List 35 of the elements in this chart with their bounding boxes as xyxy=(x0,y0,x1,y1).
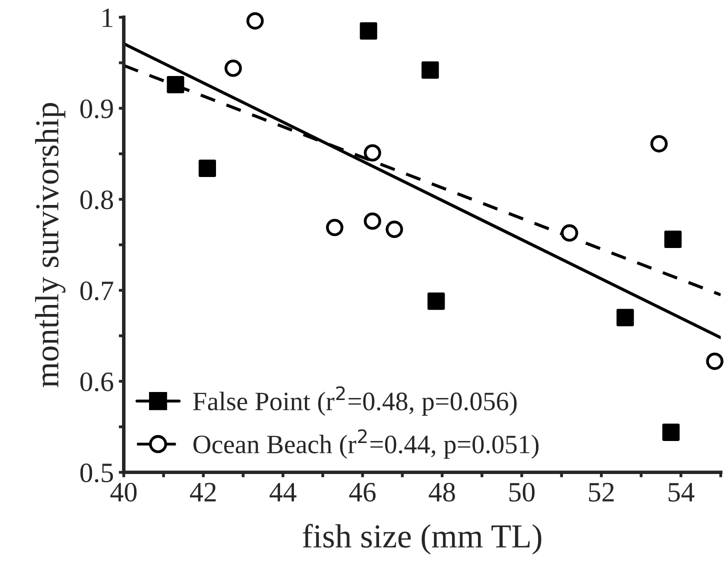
point xyxy=(360,22,378,40)
point xyxy=(560,224,578,242)
x-tick-label: 40 xyxy=(110,482,137,502)
y-axis-title: monthly survivorship xyxy=(35,103,66,388)
point xyxy=(224,60,242,77)
legend-label: Ocean Beach (r$^{2}$=0.44, p=0.051) xyxy=(193,429,539,459)
y-tick-label: 0.6 xyxy=(80,372,114,392)
legend-label: False Point (r$^{2}$=0.48, p=0.056) xyxy=(193,386,517,416)
y-tick-label: 0.8 xyxy=(80,190,113,210)
point xyxy=(364,144,382,162)
point xyxy=(616,308,634,326)
point xyxy=(198,160,216,178)
x-tick-label: 46 xyxy=(349,482,376,502)
point xyxy=(650,135,668,152)
point xyxy=(326,218,344,236)
y-tick-label: 0.5 xyxy=(80,463,113,482)
point xyxy=(706,352,724,370)
point xyxy=(664,230,682,248)
point xyxy=(427,292,445,310)
point xyxy=(386,220,404,238)
y-tick-label: 1 xyxy=(102,8,112,27)
x-tick-label: 44 xyxy=(270,483,296,502)
x-axis-title: fish size (mm TL) xyxy=(302,524,542,554)
y-tick-label: 0.7 xyxy=(80,281,114,300)
point xyxy=(166,76,184,94)
x-tick-label: 50 xyxy=(509,482,535,502)
point xyxy=(364,212,382,230)
y-tick-label: 0.9 xyxy=(80,99,113,118)
x-tick-label: 48 xyxy=(428,482,455,502)
point xyxy=(422,61,439,79)
x-tick-label: 42 xyxy=(190,482,216,502)
x-tick-label: 54 xyxy=(668,483,694,502)
point xyxy=(662,424,680,441)
x-tick-label: 52 xyxy=(589,482,614,502)
point xyxy=(246,12,264,30)
